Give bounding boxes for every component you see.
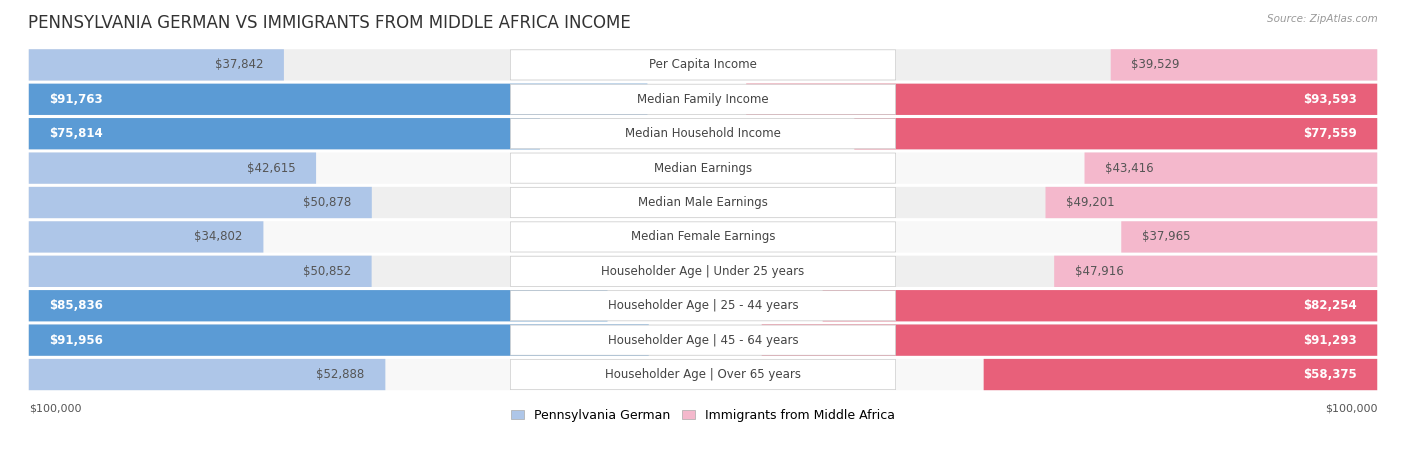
Text: $34,802: $34,802 [194, 230, 243, 243]
Text: $100,000: $100,000 [28, 404, 82, 414]
Text: $93,593: $93,593 [1303, 93, 1357, 106]
Text: $82,254: $82,254 [1303, 299, 1357, 312]
Text: $50,878: $50,878 [302, 196, 352, 209]
Text: $85,836: $85,836 [49, 299, 103, 312]
Text: $39,529: $39,529 [1132, 58, 1180, 71]
FancyBboxPatch shape [28, 221, 263, 253]
Text: Householder Age | Over 65 years: Householder Age | Over 65 years [605, 368, 801, 381]
FancyBboxPatch shape [28, 84, 647, 115]
Text: $100,000: $100,000 [1324, 404, 1378, 414]
FancyBboxPatch shape [28, 187, 1378, 218]
Text: $77,559: $77,559 [1303, 127, 1357, 140]
FancyBboxPatch shape [28, 290, 1378, 321]
FancyBboxPatch shape [28, 325, 1378, 356]
Text: $43,416: $43,416 [1105, 162, 1154, 175]
FancyBboxPatch shape [28, 49, 1378, 80]
FancyBboxPatch shape [28, 255, 371, 287]
FancyBboxPatch shape [28, 84, 1378, 115]
Text: $91,956: $91,956 [49, 333, 103, 347]
FancyBboxPatch shape [510, 290, 896, 321]
FancyBboxPatch shape [1084, 152, 1378, 184]
Text: Median Female Earnings: Median Female Earnings [631, 230, 775, 243]
Legend: Pennsylvania German, Immigrants from Middle Africa: Pennsylvania German, Immigrants from Mid… [506, 404, 900, 427]
Text: $37,842: $37,842 [215, 58, 263, 71]
FancyBboxPatch shape [28, 290, 607, 321]
Text: Median Male Earnings: Median Male Earnings [638, 196, 768, 209]
Text: $37,965: $37,965 [1142, 230, 1191, 243]
FancyBboxPatch shape [28, 49, 284, 80]
FancyBboxPatch shape [510, 119, 896, 149]
FancyBboxPatch shape [510, 222, 896, 252]
Text: $58,375: $58,375 [1303, 368, 1357, 381]
FancyBboxPatch shape [28, 118, 1378, 149]
Text: $42,615: $42,615 [247, 162, 295, 175]
FancyBboxPatch shape [28, 152, 1378, 184]
FancyBboxPatch shape [510, 84, 896, 114]
FancyBboxPatch shape [28, 359, 385, 390]
Text: $49,201: $49,201 [1066, 196, 1115, 209]
FancyBboxPatch shape [510, 50, 896, 80]
Text: PENNSYLVANIA GERMAN VS IMMIGRANTS FROM MIDDLE AFRICA INCOME: PENNSYLVANIA GERMAN VS IMMIGRANTS FROM M… [28, 14, 631, 32]
FancyBboxPatch shape [28, 152, 316, 184]
FancyBboxPatch shape [28, 359, 1378, 390]
FancyBboxPatch shape [984, 359, 1378, 390]
Text: $50,852: $50,852 [302, 265, 352, 278]
FancyBboxPatch shape [1111, 49, 1378, 80]
Text: Per Capita Income: Per Capita Income [650, 58, 756, 71]
Text: Median Household Income: Median Household Income [626, 127, 780, 140]
FancyBboxPatch shape [510, 256, 896, 286]
FancyBboxPatch shape [28, 255, 1378, 287]
FancyBboxPatch shape [28, 325, 648, 356]
Text: Source: ZipAtlas.com: Source: ZipAtlas.com [1267, 14, 1378, 24]
FancyBboxPatch shape [762, 325, 1378, 356]
Text: $52,888: $52,888 [316, 368, 364, 381]
FancyBboxPatch shape [510, 187, 896, 218]
FancyBboxPatch shape [823, 290, 1378, 321]
FancyBboxPatch shape [855, 118, 1378, 149]
Text: Median Earnings: Median Earnings [654, 162, 752, 175]
Text: $91,293: $91,293 [1303, 333, 1357, 347]
FancyBboxPatch shape [510, 360, 896, 389]
FancyBboxPatch shape [510, 153, 896, 183]
Text: $91,763: $91,763 [49, 93, 103, 106]
FancyBboxPatch shape [28, 221, 1378, 253]
Text: Householder Age | 25 - 44 years: Householder Age | 25 - 44 years [607, 299, 799, 312]
FancyBboxPatch shape [747, 84, 1378, 115]
FancyBboxPatch shape [1121, 221, 1378, 253]
Text: Median Family Income: Median Family Income [637, 93, 769, 106]
Text: Householder Age | Under 25 years: Householder Age | Under 25 years [602, 265, 804, 278]
Text: $75,814: $75,814 [49, 127, 103, 140]
FancyBboxPatch shape [1046, 187, 1378, 218]
FancyBboxPatch shape [1054, 255, 1378, 287]
FancyBboxPatch shape [28, 187, 371, 218]
Text: Householder Age | 45 - 64 years: Householder Age | 45 - 64 years [607, 333, 799, 347]
FancyBboxPatch shape [510, 325, 896, 355]
FancyBboxPatch shape [28, 118, 540, 149]
Text: $47,916: $47,916 [1074, 265, 1123, 278]
